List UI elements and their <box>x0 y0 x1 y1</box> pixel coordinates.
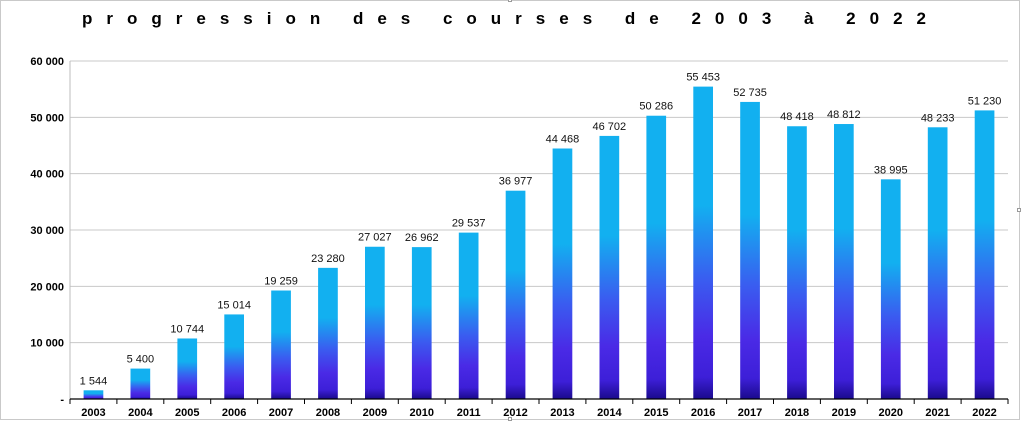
data-label: 5 400 <box>127 354 155 366</box>
x-tick-label: 2013 <box>550 407 574 419</box>
data-label: 1 544 <box>80 375 108 387</box>
data-label: 48 418 <box>780 111 814 123</box>
bar-2006 <box>224 314 244 399</box>
data-label: 36 977 <box>499 176 533 188</box>
bar-2011 <box>458 232 479 399</box>
bar-2022 <box>974 110 995 400</box>
bar-2014 <box>599 135 620 400</box>
bar-2012 <box>505 190 526 399</box>
resize-handle-top[interactable] <box>508 0 512 2</box>
grid-lines <box>70 60 1008 344</box>
x-tick-label: 2015 <box>644 407 668 419</box>
bar-2015 <box>646 115 667 399</box>
data-label: 51 230 <box>968 95 1002 107</box>
y-tick-label: 30 000 <box>30 225 64 237</box>
x-tick-label: 2007 <box>269 407 293 419</box>
chart-title: progression des courses de 2003 à 2022 <box>81 9 940 28</box>
data-label: 29 537 <box>452 218 486 230</box>
bar-2018 <box>787 126 807 399</box>
data-label: 38 995 <box>874 164 908 176</box>
bar-2007 <box>271 290 291 399</box>
x-tick-label: 2018 <box>785 407 809 419</box>
data-label: 26 962 <box>405 232 439 244</box>
x-tick-label: 2021 <box>925 407 949 419</box>
labels: - 10 000 20 000 30 000 40 000 50 000 60 000 1 5… <box>30 56 1001 419</box>
bar-2020 <box>880 179 901 399</box>
x-tick-label: 2011 <box>457 407 481 419</box>
data-label: 44 468 <box>546 133 580 145</box>
resize-handle-right[interactable] <box>1017 208 1021 212</box>
x-tick-label: 2003 <box>81 407 105 419</box>
bar-2013 <box>552 148 573 399</box>
x-tick-label: 2010 <box>410 407 434 419</box>
data-label: 55 453 <box>686 72 720 84</box>
bar-2010 <box>411 247 432 399</box>
x-tick-label: 2008 <box>316 407 340 419</box>
y-tick-label: 20 000 <box>30 281 64 293</box>
data-label: 19 259 <box>264 276 298 288</box>
bar-2005 <box>177 338 198 399</box>
bar-2003 <box>83 390 104 399</box>
bar-2017 <box>740 101 760 399</box>
x-tick-label: 2020 <box>879 407 903 419</box>
bar-2009 <box>365 246 385 399</box>
x-tick-label: 2009 <box>363 407 387 419</box>
y-tick-label: 60 000 <box>30 56 64 68</box>
data-label: 50 286 <box>639 101 673 113</box>
y-tick-label: 10 000 <box>30 338 64 350</box>
bar-2019 <box>834 124 854 400</box>
bar-2008 <box>318 267 338 399</box>
x-tick-label: 2019 <box>832 407 856 419</box>
data-label: 52 735 <box>733 87 767 99</box>
bar-2016 <box>693 86 713 399</box>
x-tick-label: 2012 <box>503 407 527 419</box>
data-label: 46 702 <box>593 121 627 133</box>
x-tick-label: 2005 <box>175 407 199 419</box>
x-tick-label: 2022 <box>972 407 996 419</box>
y-tick-label: 40 000 <box>30 169 64 181</box>
axes <box>69 61 1009 404</box>
data-label: 10 744 <box>170 323 204 335</box>
data-label: 48 233 <box>921 112 955 124</box>
x-tick-label: 2017 <box>738 407 762 419</box>
data-label: 27 027 <box>358 232 392 244</box>
x-tick-label: 2006 <box>222 407 246 419</box>
y-tick-label: 50 000 <box>30 112 64 124</box>
data-label: 48 812 <box>827 109 861 121</box>
x-tick-label: 2014 <box>597 407 622 419</box>
data-label: 23 280 <box>311 253 345 265</box>
bars <box>83 86 995 400</box>
data-label: 15 014 <box>217 299 251 311</box>
x-tick-label: 2004 <box>128 407 153 419</box>
bar-2004 <box>130 368 151 399</box>
resize-handle-bottom[interactable] <box>508 417 512 421</box>
y-tick-label: - <box>60 394 64 406</box>
bar-2021 <box>927 127 948 400</box>
x-tick-label: 2016 <box>691 407 715 419</box>
